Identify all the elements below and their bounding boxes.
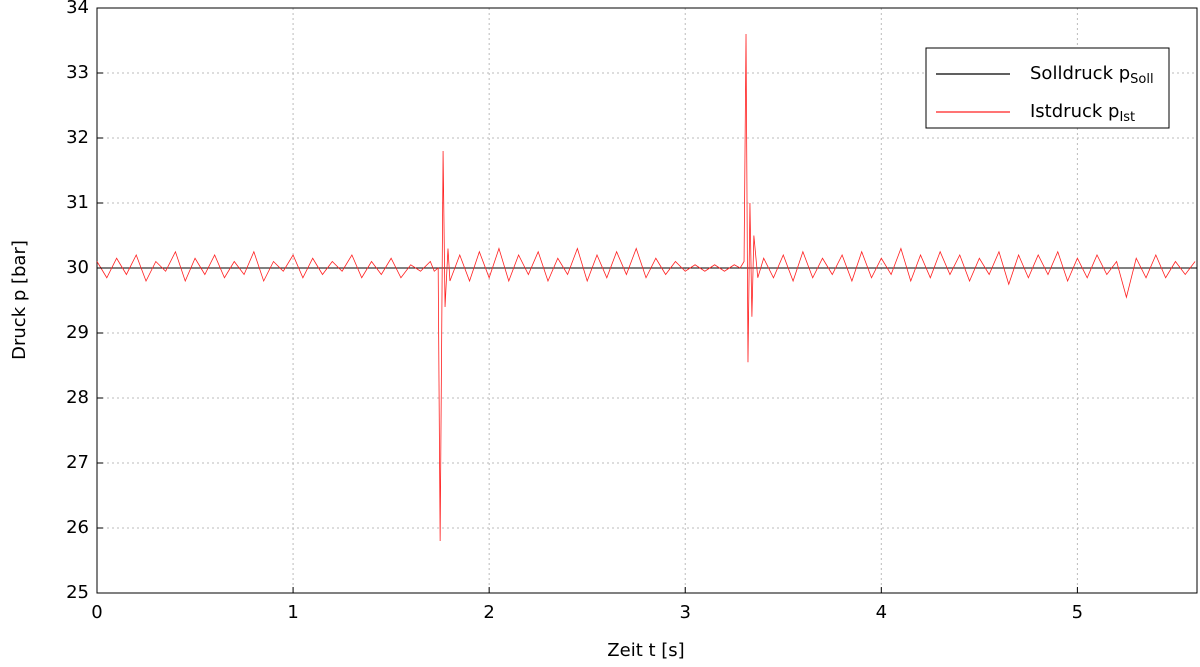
data-line	[96, 33, 1196, 542]
y-tick-label: 29	[66, 322, 89, 343]
y-tick-label: 27	[66, 452, 89, 473]
legend-subscript: Soll	[1130, 72, 1153, 87]
legend-name: Solldruck p	[1030, 63, 1130, 84]
legend-label: Solldruck pSoll	[1030, 63, 1154, 87]
y-tick-label: 31	[66, 192, 89, 213]
y-tick-label: 32	[66, 127, 89, 148]
x-tick-label: 3	[680, 602, 691, 623]
y-tick-label: 26	[66, 517, 89, 538]
y-axis-label: Druck p [bar]	[9, 240, 30, 360]
y-tick-label: 30	[66, 257, 89, 278]
legend-name: Istdruck p	[1030, 101, 1119, 122]
x-tick-label: 1	[287, 602, 298, 623]
legend-subscript: Ist	[1119, 110, 1135, 125]
legend-box	[925, 47, 1170, 129]
y-tick-label: 25	[66, 582, 89, 603]
y-tick-label: 33	[66, 62, 89, 83]
x-tick-label: 0	[91, 602, 102, 623]
y-tick-label: 28	[66, 387, 89, 408]
x-tick-label: 5	[1072, 602, 1083, 623]
x-tick-label: 2	[483, 602, 494, 623]
x-axis-label: Zeit t [s]	[607, 640, 684, 661]
legend-label: Istdruck pIst	[1030, 101, 1135, 125]
plot-frame	[96, 7, 1198, 594]
y-tick-label: 34	[66, 0, 89, 18]
x-tick-label: 4	[876, 602, 887, 623]
